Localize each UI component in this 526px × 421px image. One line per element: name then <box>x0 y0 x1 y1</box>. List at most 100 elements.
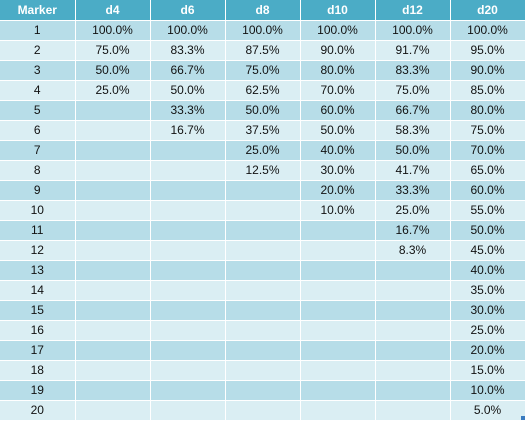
percent-cell[interactable]: 5.0% <box>450 400 526 421</box>
marker-cell[interactable]: 19 <box>0 380 76 401</box>
percent-cell[interactable] <box>225 320 301 341</box>
percent-cell[interactable] <box>150 240 226 261</box>
percent-cell[interactable] <box>75 300 151 321</box>
column-header-marker[interactable]: Marker <box>0 0 76 21</box>
marker-cell[interactable]: 5 <box>0 100 76 121</box>
percent-cell[interactable] <box>150 360 226 381</box>
percent-cell[interactable] <box>225 340 301 361</box>
percent-cell[interactable] <box>300 380 376 401</box>
percent-cell[interactable]: 10.0% <box>450 380 526 401</box>
percent-cell[interactable]: 35.0% <box>450 280 526 301</box>
percent-cell[interactable]: 70.0% <box>300 80 376 101</box>
percent-cell[interactable]: 70.0% <box>450 140 526 161</box>
marker-cell[interactable]: 3 <box>0 60 76 81</box>
column-header-d8[interactable]: d8 <box>225 0 301 21</box>
marker-cell[interactable]: 18 <box>0 360 76 381</box>
percent-cell[interactable]: 50.0% <box>75 60 151 81</box>
percent-cell[interactable] <box>75 240 151 261</box>
percent-cell[interactable] <box>150 340 226 361</box>
percent-cell[interactable] <box>225 400 301 421</box>
column-header-d6[interactable]: d6 <box>150 0 226 21</box>
percent-cell[interactable]: 80.0% <box>450 100 526 121</box>
percent-cell[interactable]: 30.0% <box>450 300 526 321</box>
percent-cell[interactable] <box>375 360 451 381</box>
table-resize-handle-icon[interactable] <box>521 416 525 420</box>
percent-cell[interactable]: 20.0% <box>450 340 526 361</box>
marker-cell[interactable]: 8 <box>0 160 76 181</box>
percent-cell[interactable] <box>150 220 226 241</box>
percent-cell[interactable]: 100.0% <box>300 20 376 41</box>
percent-cell[interactable]: 83.3% <box>375 60 451 81</box>
percent-cell[interactable]: 58.3% <box>375 120 451 141</box>
percent-cell[interactable] <box>225 360 301 381</box>
percent-cell[interactable]: 8.3% <box>375 240 451 261</box>
percent-cell[interactable]: 15.0% <box>450 360 526 381</box>
marker-cell[interactable]: 4 <box>0 80 76 101</box>
percent-cell[interactable]: 41.7% <box>375 160 451 181</box>
marker-cell[interactable]: 9 <box>0 180 76 201</box>
percent-cell[interactable] <box>150 280 226 301</box>
percent-cell[interactable]: 85.0% <box>450 80 526 101</box>
percent-cell[interactable] <box>225 180 301 201</box>
percent-cell[interactable]: 50.0% <box>300 120 376 141</box>
percent-cell[interactable]: 33.3% <box>375 180 451 201</box>
percent-cell[interactable]: 75.0% <box>450 120 526 141</box>
percent-cell[interactable] <box>300 280 376 301</box>
percent-cell[interactable] <box>225 380 301 401</box>
percent-cell[interactable] <box>150 320 226 341</box>
percent-cell[interactable]: 16.7% <box>150 120 226 141</box>
percent-cell[interactable]: 37.5% <box>225 120 301 141</box>
percent-cell[interactable]: 91.7% <box>375 40 451 61</box>
percent-cell[interactable] <box>150 260 226 281</box>
percent-cell[interactable] <box>150 400 226 421</box>
percent-cell[interactable]: 66.7% <box>375 100 451 121</box>
percent-cell[interactable] <box>375 340 451 361</box>
percent-cell[interactable] <box>225 300 301 321</box>
percent-cell[interactable] <box>375 400 451 421</box>
percent-cell[interactable]: 40.0% <box>450 260 526 281</box>
percent-cell[interactable] <box>300 300 376 321</box>
percent-cell[interactable] <box>75 400 151 421</box>
marker-cell[interactable]: 11 <box>0 220 76 241</box>
marker-cell[interactable]: 7 <box>0 140 76 161</box>
percent-cell[interactable]: 100.0% <box>375 20 451 41</box>
percent-cell[interactable]: 66.7% <box>150 60 226 81</box>
percent-cell[interactable]: 40.0% <box>300 140 376 161</box>
percent-cell[interactable]: 12.5% <box>225 160 301 181</box>
percent-cell[interactable]: 60.0% <box>450 180 526 201</box>
percent-cell[interactable]: 60.0% <box>300 100 376 121</box>
percent-cell[interactable]: 100.0% <box>150 20 226 41</box>
percent-cell[interactable]: 30.0% <box>300 160 376 181</box>
percent-cell[interactable]: 50.0% <box>150 80 226 101</box>
percent-cell[interactable] <box>300 400 376 421</box>
percent-cell[interactable]: 75.0% <box>375 80 451 101</box>
percent-cell[interactable]: 50.0% <box>375 140 451 161</box>
marker-cell[interactable]: 2 <box>0 40 76 61</box>
percent-cell[interactable] <box>75 180 151 201</box>
percent-cell[interactable] <box>75 340 151 361</box>
percent-cell[interactable] <box>300 240 376 261</box>
percent-cell[interactable] <box>225 280 301 301</box>
percent-cell[interactable]: 75.0% <box>75 40 151 61</box>
percent-cell[interactable] <box>150 140 226 161</box>
percent-cell[interactable]: 87.5% <box>225 40 301 61</box>
percent-cell[interactable]: 83.3% <box>150 40 226 61</box>
marker-cell[interactable]: 14 <box>0 280 76 301</box>
percent-cell[interactable] <box>375 260 451 281</box>
percent-cell[interactable]: 33.3% <box>150 100 226 121</box>
marker-cell[interactable]: 17 <box>0 340 76 361</box>
percent-cell[interactable] <box>75 380 151 401</box>
percent-cell[interactable]: 90.0% <box>450 60 526 81</box>
percent-cell[interactable] <box>75 360 151 381</box>
marker-cell[interactable]: 6 <box>0 120 76 141</box>
percent-cell[interactable] <box>150 180 226 201</box>
column-header-d12[interactable]: d12 <box>375 0 451 21</box>
marker-cell[interactable]: 13 <box>0 260 76 281</box>
percent-cell[interactable]: 55.0% <box>450 200 526 221</box>
marker-cell[interactable]: 12 <box>0 240 76 261</box>
marker-cell[interactable]: 15 <box>0 300 76 321</box>
percent-cell[interactable] <box>150 160 226 181</box>
percent-cell[interactable] <box>375 320 451 341</box>
percent-cell[interactable] <box>75 220 151 241</box>
percent-cell[interactable] <box>225 260 301 281</box>
